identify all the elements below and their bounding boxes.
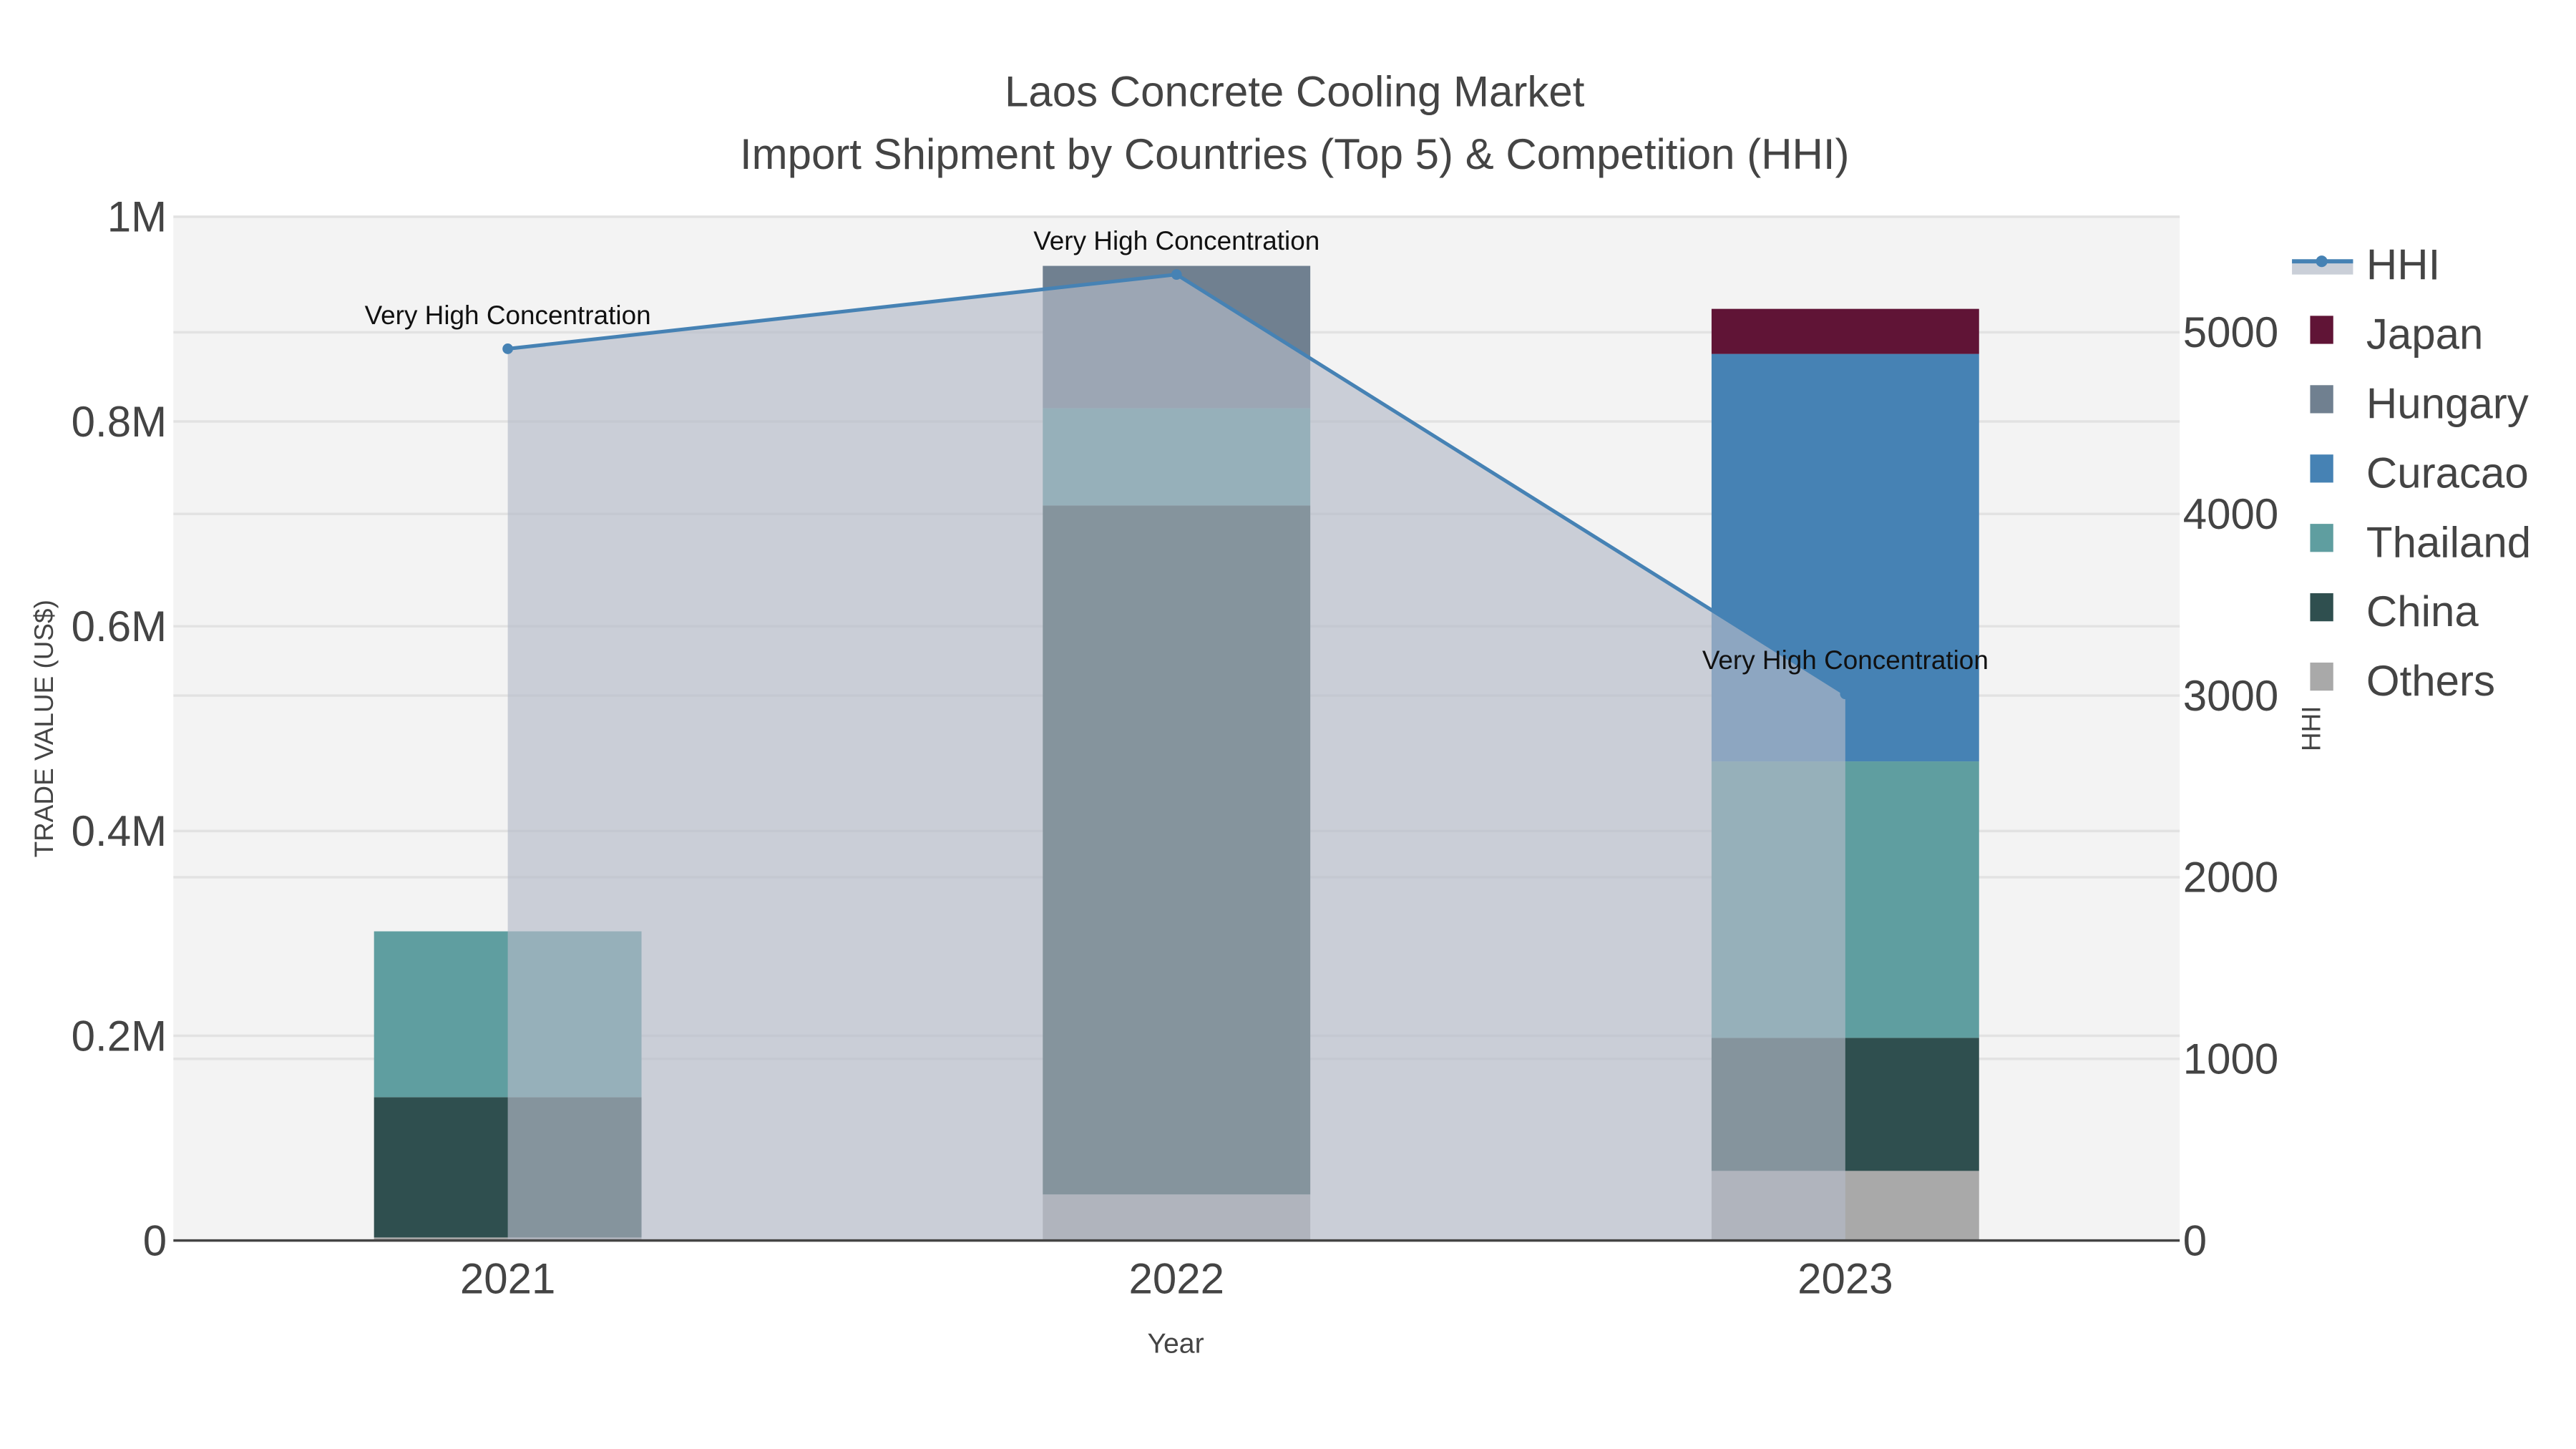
legend-swatch-japan	[2310, 316, 2333, 344]
y-axis-label: TRADE VALUE (US$)	[29, 600, 59, 857]
legend-swatch-china	[2310, 593, 2333, 622]
legend-swatch-curacao	[2310, 454, 2333, 483]
y-tick-label: 0.4M	[72, 807, 167, 855]
legend-label-others: Others	[2366, 657, 2495, 705]
legend-swatch-hungary	[2310, 385, 2333, 414]
bar-japan-2023	[1711, 308, 1979, 354]
legend-swatch-others	[2310, 662, 2333, 691]
y2-tick-label: 4000	[2183, 490, 2278, 538]
legend-hhi-marker	[2316, 255, 2328, 268]
legend: HHI Japan Hungary Curacao Thailand China Other…	[2292, 241, 2531, 705]
hhi-annotation: Very High Concentration	[365, 301, 651, 330]
hhi-point-2022	[1171, 269, 1182, 280]
legend-label-china: China	[2366, 587, 2479, 635]
hhi-annotation: Very High Concentration	[1033, 226, 1319, 255]
legend-hhi-area-swatch	[2292, 261, 2353, 275]
y2-axis-label: HHI	[2296, 706, 2326, 751]
x-tick-label: 2021	[460, 1255, 555, 1303]
x-tick-label: 2023	[1797, 1255, 1893, 1303]
y2-tick-label: 3000	[2183, 672, 2278, 720]
legend-label-hhi: HHI	[2366, 241, 2440, 289]
y-tick-label: 1M	[107, 193, 167, 241]
legend-swatch-thailand	[2310, 524, 2333, 552]
hhi-area: Very High Concentration Very High Concent…	[365, 226, 1989, 1241]
y2-tick-label: 5000	[2183, 308, 2278, 356]
legend-label-thailand: Thailand	[2366, 518, 2531, 566]
y2-tick-label: 2000	[2183, 854, 2278, 902]
axes: 0 0.2M 0.4M 0.6M 0.8M 1M 0 1000 2000 3000 4000 5000…	[72, 193, 2279, 1303]
y2-tick-label: 0	[2183, 1216, 2207, 1264]
y-tick-label: 0.8M	[72, 398, 167, 446]
chart-subtitle: Import Shipment by Countries (Top 5) & C…	[740, 130, 1850, 178]
hhi-area-fill	[507, 274, 1845, 1241]
legend-label-hungary: Hungary	[2366, 379, 2529, 427]
chart-title: Laos Concrete Cooling Market	[1005, 67, 1585, 115]
hhi-annotation: Very High Concentration	[1702, 645, 1989, 675]
y-tick-label: 0	[143, 1216, 167, 1264]
legend-label-japan: Japan	[2366, 310, 2483, 358]
legend-label-curacao: Curacao	[2366, 449, 2529, 497]
hhi-point-2023	[1840, 688, 1851, 700]
x-tick-label: 2022	[1128, 1255, 1224, 1303]
y2-tick-label: 1000	[2183, 1035, 2278, 1083]
x-axis-label: Year	[1147, 1328, 1204, 1360]
hhi-point-2021	[502, 343, 513, 354]
y-tick-label: 0.2M	[72, 1012, 167, 1060]
y-tick-label: 0.6M	[72, 602, 167, 650]
